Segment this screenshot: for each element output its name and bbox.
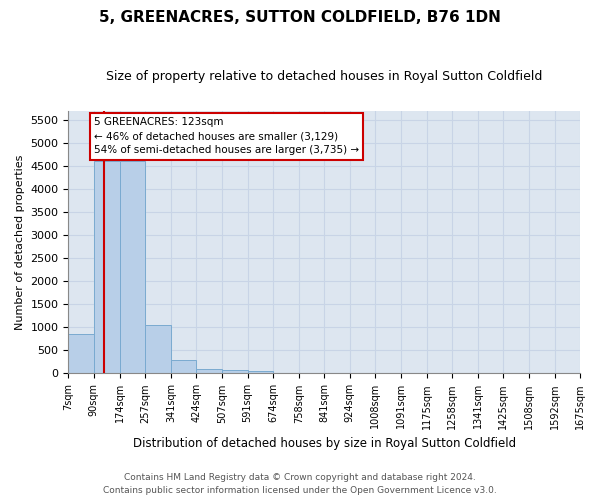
- Bar: [222, 370, 248, 374]
- Bar: [145, 325, 171, 374]
- Title: Size of property relative to detached houses in Royal Sutton Coldfield: Size of property relative to detached ho…: [106, 70, 542, 83]
- Bar: [94, 162, 119, 374]
- Bar: [248, 370, 273, 374]
- Bar: [196, 369, 222, 374]
- Bar: [119, 162, 145, 374]
- Y-axis label: Number of detached properties: Number of detached properties: [15, 154, 25, 330]
- Text: 5, GREENACRES, SUTTON COLDFIELD, B76 1DN: 5, GREENACRES, SUTTON COLDFIELD, B76 1DN: [99, 10, 501, 25]
- Text: Contains HM Land Registry data © Crown copyright and database right 2024.
Contai: Contains HM Land Registry data © Crown c…: [103, 474, 497, 495]
- Text: 5 GREENACRES: 123sqm
← 46% of detached houses are smaller (3,129)
54% of semi-de: 5 GREENACRES: 123sqm ← 46% of detached h…: [94, 118, 359, 156]
- X-axis label: Distribution of detached houses by size in Royal Sutton Coldfield: Distribution of detached houses by size …: [133, 437, 516, 450]
- Bar: [171, 360, 196, 374]
- Bar: [68, 334, 94, 374]
